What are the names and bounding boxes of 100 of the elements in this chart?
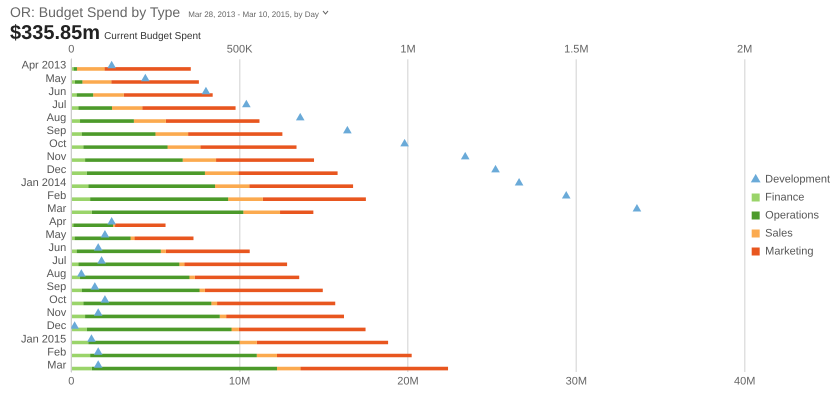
bar: [78, 106, 112, 110]
bar: [83, 145, 168, 149]
bar: [72, 197, 90, 202]
bar: [256, 340, 388, 344]
bar: [204, 288, 323, 292]
text: $335.85m: [10, 22, 100, 44]
bar: [72, 145, 84, 149]
y-tick-label: Jan 2015: [20, 333, 66, 346]
y-tick-label: Feb: [47, 346, 66, 358]
bar: [240, 340, 257, 344]
point: [107, 217, 116, 225]
x2-tick-label: 1M: [400, 44, 416, 56]
bar: [166, 119, 260, 123]
x2-tick-label: 2M: [737, 44, 752, 56]
point: [296, 112, 305, 120]
point: [94, 308, 103, 316]
chart-subtitle: Mar 28, 2013 - Mar 10, 2015, by Day: [188, 10, 319, 19]
y-tick-label: Sep: [46, 281, 66, 294]
point: [90, 282, 100, 290]
bar: [160, 250, 166, 254]
bar: [72, 171, 87, 175]
x-tick-label: 0: [68, 375, 74, 388]
bar: [76, 250, 161, 254]
y-tick-label: Feb: [47, 190, 66, 202]
bar: [72, 340, 88, 344]
point: [71, 321, 79, 329]
x-tick-label: 30M: [566, 375, 588, 388]
x2-tick-label: 500K: [226, 44, 254, 56]
bar: [194, 276, 300, 280]
y-tick-label: Jul: [52, 98, 66, 111]
bar: [300, 366, 448, 370]
point: [100, 295, 110, 303]
point: [77, 269, 86, 277]
y-tick-label: Aug: [46, 268, 66, 280]
bar: [72, 236, 75, 240]
bar: [238, 328, 366, 332]
bar: [72, 262, 78, 266]
point: [94, 347, 103, 355]
bar: [74, 236, 131, 240]
bar: [111, 80, 199, 84]
bar: [188, 132, 282, 136]
bar: [179, 262, 184, 266]
bar: [72, 158, 86, 162]
bar: [88, 184, 216, 188]
bar: [90, 354, 257, 358]
bar: [72, 119, 80, 123]
x-tick-label: 40M: [734, 375, 756, 388]
bar: [85, 314, 220, 318]
bar: [86, 171, 205, 175]
y-tick-label: Oct: [49, 294, 66, 306]
bar: [249, 184, 354, 188]
bar: [168, 145, 201, 149]
bar: [215, 184, 250, 188]
point: [97, 256, 106, 264]
legend-label: Operations: [765, 210, 820, 222]
y-tick-label: Aug: [46, 112, 66, 124]
y-tick-label: Jan 2014: [20, 176, 66, 189]
point: [491, 164, 500, 172]
bar: [256, 354, 277, 358]
y-tick-label: Jun: [48, 86, 66, 98]
bar: [182, 158, 216, 162]
point: [94, 360, 103, 368]
bar: [226, 314, 344, 318]
bar: [74, 80, 82, 84]
bar: [228, 197, 263, 202]
y-tick-label: Apr 2013: [22, 60, 66, 72]
bar: [88, 340, 240, 344]
bar: [72, 302, 84, 306]
bar: [220, 314, 226, 318]
bar: [92, 366, 277, 370]
bar: [80, 276, 190, 280]
bar: [72, 80, 75, 84]
bar: [276, 366, 301, 370]
y-tick-label: Apr: [49, 216, 67, 228]
bar: [166, 250, 250, 254]
y-tick-label: Dec: [46, 320, 67, 332]
y-tick-label: Sep: [46, 124, 66, 137]
bar: [72, 184, 88, 188]
y-tick-label: Dec: [46, 164, 67, 176]
legend-label: Sales: [765, 228, 794, 240]
bar: [184, 262, 288, 266]
point: [107, 60, 116, 68]
bar: [115, 223, 166, 228]
bar: [86, 328, 232, 332]
bar: [216, 158, 314, 162]
bar: [134, 119, 166, 123]
bar: [72, 210, 92, 214]
y-tick-label: Oct: [49, 138, 66, 150]
bar: [72, 106, 78, 110]
x-tick-label: 20M: [397, 375, 419, 388]
bar: [72, 93, 77, 97]
chart-title: OR: Budget Spend by Type: [10, 4, 180, 20]
bar: [72, 250, 77, 254]
bar: [155, 132, 188, 136]
point: [202, 86, 210, 94]
x2-tick-label: 1.5M: [564, 44, 589, 56]
bar: [276, 354, 412, 358]
bar: [82, 288, 200, 292]
bar: [83, 302, 212, 306]
bar: [134, 236, 194, 240]
